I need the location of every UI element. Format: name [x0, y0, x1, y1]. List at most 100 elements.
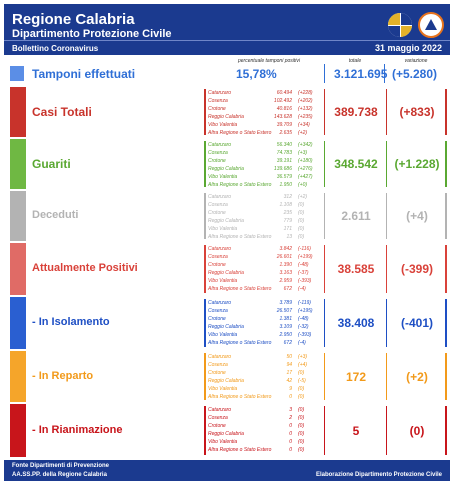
bulletin-bar: Bollettino Coronavirus 31 maggio 2022	[4, 40, 450, 55]
section-divider	[324, 89, 325, 135]
province-value: 13	[286, 234, 292, 240]
province-name: Cosenza	[208, 150, 228, 156]
province-row: Crotone 39.191 (+180)	[208, 157, 318, 165]
section-total: 38.585	[337, 262, 375, 276]
province-name: Altra Regione o Stato Estero	[208, 340, 272, 346]
footer-source-1: Fonte Dipartimenti di Prevenzione	[12, 463, 110, 469]
province-row: Vibo Valentia 39.709 (+34)	[208, 121, 318, 129]
section-variation: (+4)	[406, 209, 428, 223]
province-name: Vibo Valentia	[208, 439, 238, 445]
section-divider	[324, 353, 325, 400]
province-row: Crotone 0 (0)	[208, 422, 318, 430]
section-left-rule	[204, 193, 206, 239]
section-divider	[386, 245, 387, 293]
province-delta: (+34)	[298, 122, 310, 128]
section-guariti: Guariti Catanzaro 56.340 (+342) Cosenza 74.78…	[4, 139, 450, 189]
section-swatch	[10, 191, 26, 241]
section-deceduti: Deceduti Catanzaro 312 (+2) Cosenza 1.108 (0) C…	[4, 191, 450, 241]
province-delta: (-116)	[298, 246, 311, 252]
civil-protection-logo-icon	[418, 12, 444, 38]
province-row: Crotone 235 (0)	[208, 209, 318, 217]
section-divider	[324, 193, 325, 239]
section-left-rule	[204, 406, 206, 455]
province-row: Cosenza 2 (0)	[208, 414, 318, 422]
province-value: 0	[289, 439, 292, 445]
province-name: Vibo Valentia	[208, 122, 238, 128]
section-right-rule	[445, 406, 447, 455]
province-row: Vibo Valentia 2.950 (-393)	[208, 331, 318, 339]
tamponi-total: 3.121.695	[334, 67, 388, 81]
section-variation: (-399)	[400, 262, 433, 276]
province-value: 50	[286, 354, 292, 360]
section-label: Guariti	[32, 157, 71, 171]
province-value: 56.340	[276, 142, 292, 148]
province-row: Vibo Valentia 171 (0)	[208, 225, 318, 233]
section-attualmente-positivi: Attualmente Positivi Catanzaro 3.842 (-116)…	[4, 243, 450, 295]
province-name: Catanzaro	[208, 90, 232, 96]
province-delta: (+3)	[298, 354, 308, 360]
province-delta: (0)	[298, 423, 305, 429]
province-value: 74.783	[276, 150, 292, 156]
province-row: Reggio Calabria 779 (0)	[208, 217, 318, 225]
section-in-rianimazione: - In Rianimazione Catanzaro 3 (0) Cosenza 2 (0…	[4, 404, 450, 457]
province-value: 39.191	[276, 158, 292, 164]
tamponi-variation: (+5.280)	[392, 67, 438, 81]
province-list: Catanzaro 50 (+3) Cosenza 94 (+4) Crotone 17 (0)…	[208, 353, 318, 401]
province-name: Altra Regione o Stato Estero	[208, 130, 272, 136]
province-delta: (-393)	[298, 278, 312, 284]
column-header-totale: totale	[348, 58, 362, 64]
province-name: Altra Regione o Stato Estero	[208, 447, 272, 453]
bulletin-date: 31 maggio 2022	[374, 43, 442, 53]
province-row: Cosenza 102.492 (+202)	[208, 97, 318, 105]
province-name: Reggio Calabria	[208, 431, 244, 437]
province-value: 143.628	[273, 114, 292, 120]
province-name: Crotone	[208, 316, 226, 322]
province-value: 1.950	[279, 182, 292, 188]
province-delta: (+2)	[298, 194, 308, 200]
province-row: Cosenza 74.783 (+3)	[208, 149, 318, 157]
province-row: Reggio Calabria 3.109 (-32)	[208, 323, 318, 331]
province-name: Reggio Calabria	[208, 324, 244, 330]
footer-bar: Fonte Dipartimenti di Prevenzione AA.SS.…	[4, 460, 450, 481]
page-title: Regione Calabria	[12, 11, 135, 28]
tamponi-swatch	[10, 66, 24, 81]
province-delta: (+4)	[298, 362, 308, 368]
footer-credit: Elaborazione Dipartimento Protezione Civ…	[315, 472, 442, 478]
province-row: Vibo Valentia 9 (0)	[208, 385, 318, 393]
tamponi-label: Tamponi effettuati	[32, 67, 136, 81]
province-list: Catanzaro 3.789 (-119) Cosenza 26.507 (+195) C…	[208, 299, 318, 347]
province-name: Crotone	[208, 210, 226, 216]
section-divider	[324, 406, 325, 455]
province-row: Crotone 1.390 (-48)	[208, 261, 318, 269]
province-delta: (-48)	[298, 262, 309, 268]
bulletin-label: Bollettino Coronavirus	[12, 44, 99, 53]
province-delta: (-4)	[298, 340, 306, 346]
province-delta: (0)	[298, 370, 305, 376]
province-value: 36.579	[276, 174, 292, 180]
province-delta: (0)	[298, 415, 305, 421]
province-value: 40.816	[276, 106, 292, 112]
province-delta: (0)	[298, 210, 305, 216]
province-name: Cosenza	[208, 415, 228, 421]
province-value: 3	[289, 407, 292, 413]
province-name: Crotone	[208, 423, 226, 429]
province-name: Crotone	[208, 158, 226, 164]
province-name: Cosenza	[208, 98, 228, 104]
province-row: Catanzaro 312 (+2)	[208, 193, 318, 201]
province-delta: (0)	[298, 439, 305, 445]
province-delta: (0)	[298, 407, 305, 413]
section-label: Deceduti	[32, 209, 79, 221]
province-value: 39.709	[276, 122, 292, 128]
province-delta: (-119)	[298, 300, 311, 306]
province-row: Cosenza 26.601 (+199)	[208, 253, 318, 261]
province-value: 312	[283, 194, 292, 200]
province-delta: (+199)	[298, 254, 313, 260]
province-name: Altra Regione o Stato Estero	[208, 286, 272, 292]
province-value: 0	[289, 423, 292, 429]
province-value: 672	[283, 340, 292, 346]
section-variation: (+1.228)	[394, 157, 440, 171]
section-right-rule	[445, 193, 447, 239]
province-name: Cosenza	[208, 254, 228, 260]
footer-source-2: AA.SS.PP. della Regione Calabria	[12, 472, 107, 478]
tamponi-percent: 15,78%	[236, 67, 277, 81]
